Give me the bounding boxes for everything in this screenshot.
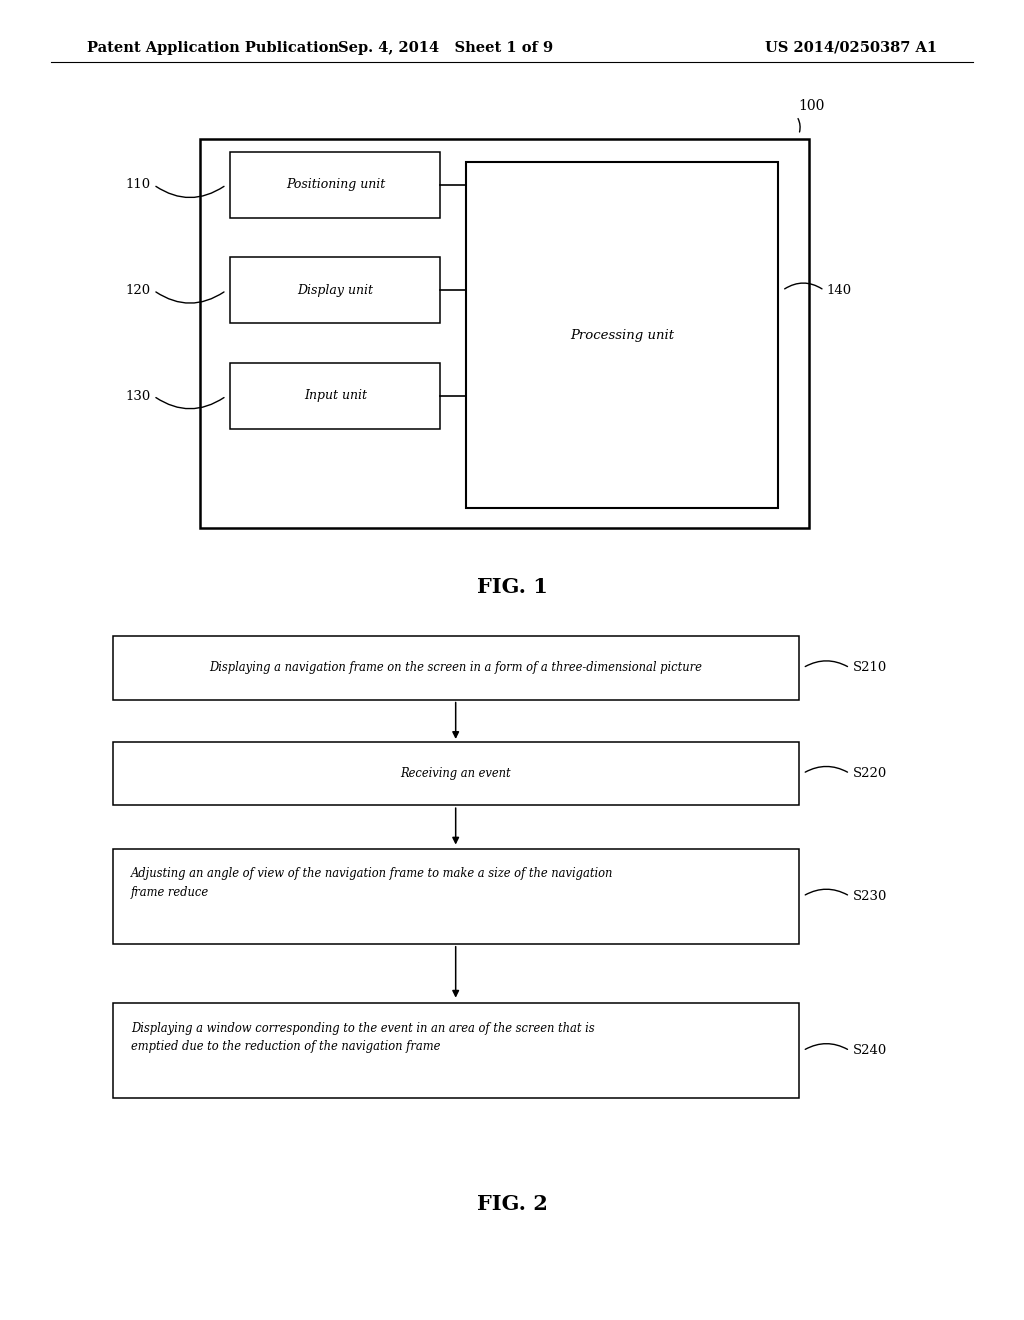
Text: Input unit: Input unit	[304, 389, 367, 403]
FancyBboxPatch shape	[113, 636, 799, 700]
Text: US 2014/0250387 A1: US 2014/0250387 A1	[765, 41, 937, 54]
Text: 140: 140	[826, 284, 852, 297]
Text: S240: S240	[853, 1044, 887, 1057]
FancyBboxPatch shape	[200, 139, 809, 528]
FancyBboxPatch shape	[230, 257, 440, 323]
Text: 120: 120	[125, 284, 151, 297]
Text: Processing unit: Processing unit	[570, 329, 674, 342]
FancyBboxPatch shape	[113, 1003, 799, 1098]
Text: 130: 130	[125, 389, 151, 403]
Text: Patent Application Publication: Patent Application Publication	[87, 41, 339, 54]
Text: FIG. 2: FIG. 2	[476, 1193, 548, 1214]
Text: Displaying a window corresponding to the event in an area of the screen that is
: Displaying a window corresponding to the…	[131, 1022, 595, 1053]
Text: Adjusting an angle of view of the navigation frame to make a size of the navigat: Adjusting an angle of view of the naviga…	[131, 867, 613, 899]
Text: 110: 110	[125, 178, 151, 191]
Text: Display unit: Display unit	[297, 284, 374, 297]
Text: FIG. 1: FIG. 1	[476, 577, 548, 598]
Text: Displaying a navigation frame on the screen in a form of a three-dimensional pic: Displaying a navigation frame on the scr…	[209, 661, 702, 675]
FancyBboxPatch shape	[113, 742, 799, 805]
Text: Positioning unit: Positioning unit	[286, 178, 385, 191]
FancyBboxPatch shape	[466, 162, 778, 508]
Text: Sep. 4, 2014   Sheet 1 of 9: Sep. 4, 2014 Sheet 1 of 9	[338, 41, 553, 54]
Text: 100: 100	[799, 99, 825, 112]
FancyBboxPatch shape	[230, 152, 440, 218]
Text: S220: S220	[853, 767, 887, 780]
Text: Receiving an event: Receiving an event	[400, 767, 511, 780]
Text: S210: S210	[853, 661, 887, 675]
FancyBboxPatch shape	[230, 363, 440, 429]
Text: S230: S230	[853, 890, 888, 903]
FancyBboxPatch shape	[113, 849, 799, 944]
